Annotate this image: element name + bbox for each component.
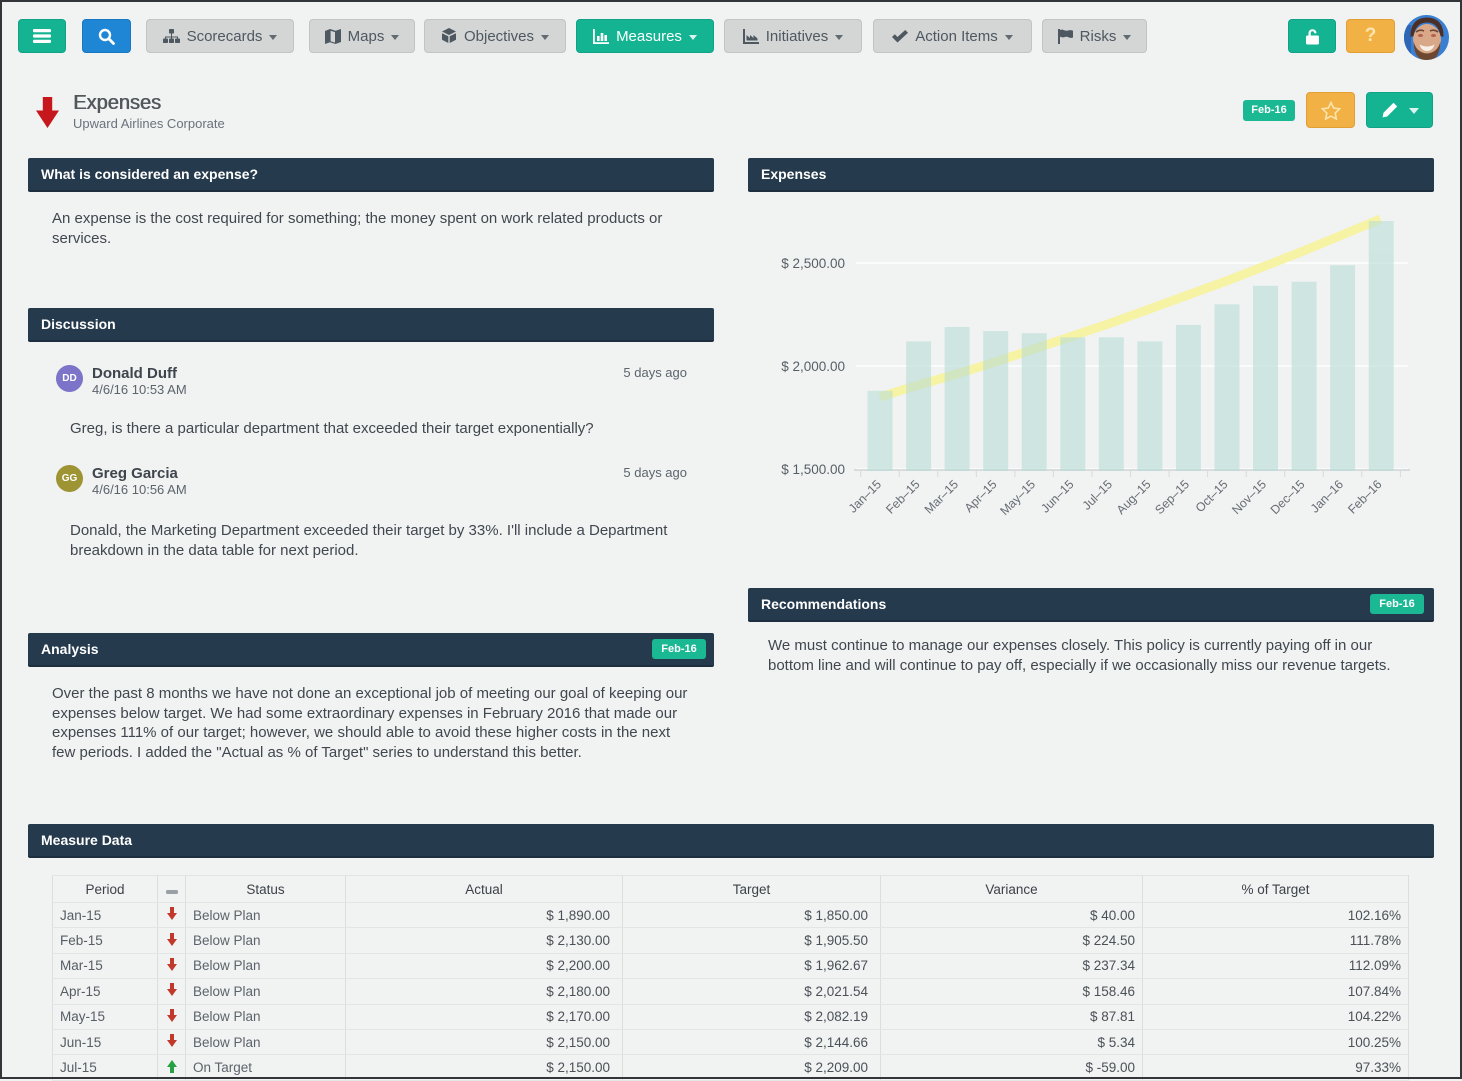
svg-text:Feb–16: Feb–16 — [1345, 477, 1385, 517]
svg-text:Feb–15: Feb–15 — [883, 477, 923, 517]
svg-text:Nov–15: Nov–15 — [1229, 477, 1269, 517]
svg-text:$ 2,500.00: $ 2,500.00 — [781, 256, 845, 271]
svg-text:Apr–15: Apr–15 — [962, 477, 1000, 515]
svg-text:$ 1,500.00: $ 1,500.00 — [781, 462, 845, 477]
svg-text:$ 2,000.00: $ 2,000.00 — [781, 359, 845, 374]
svg-text:Dec–15: Dec–15 — [1268, 477, 1308, 517]
svg-text:Jun–15: Jun–15 — [1038, 477, 1077, 516]
svg-text:May–15: May–15 — [997, 477, 1038, 518]
svg-text:Jan–16: Jan–16 — [1308, 477, 1347, 516]
svg-text:Jan–15: Jan–15 — [846, 477, 885, 516]
svg-text:Oct–15: Oct–15 — [1193, 477, 1231, 515]
svg-text:Mar–15: Mar–15 — [922, 477, 961, 516]
svg-text:Sep–15: Sep–15 — [1152, 477, 1192, 517]
svg-text:Aug–15: Aug–15 — [1114, 477, 1154, 517]
svg-text:Jul–15: Jul–15 — [1080, 477, 1116, 513]
